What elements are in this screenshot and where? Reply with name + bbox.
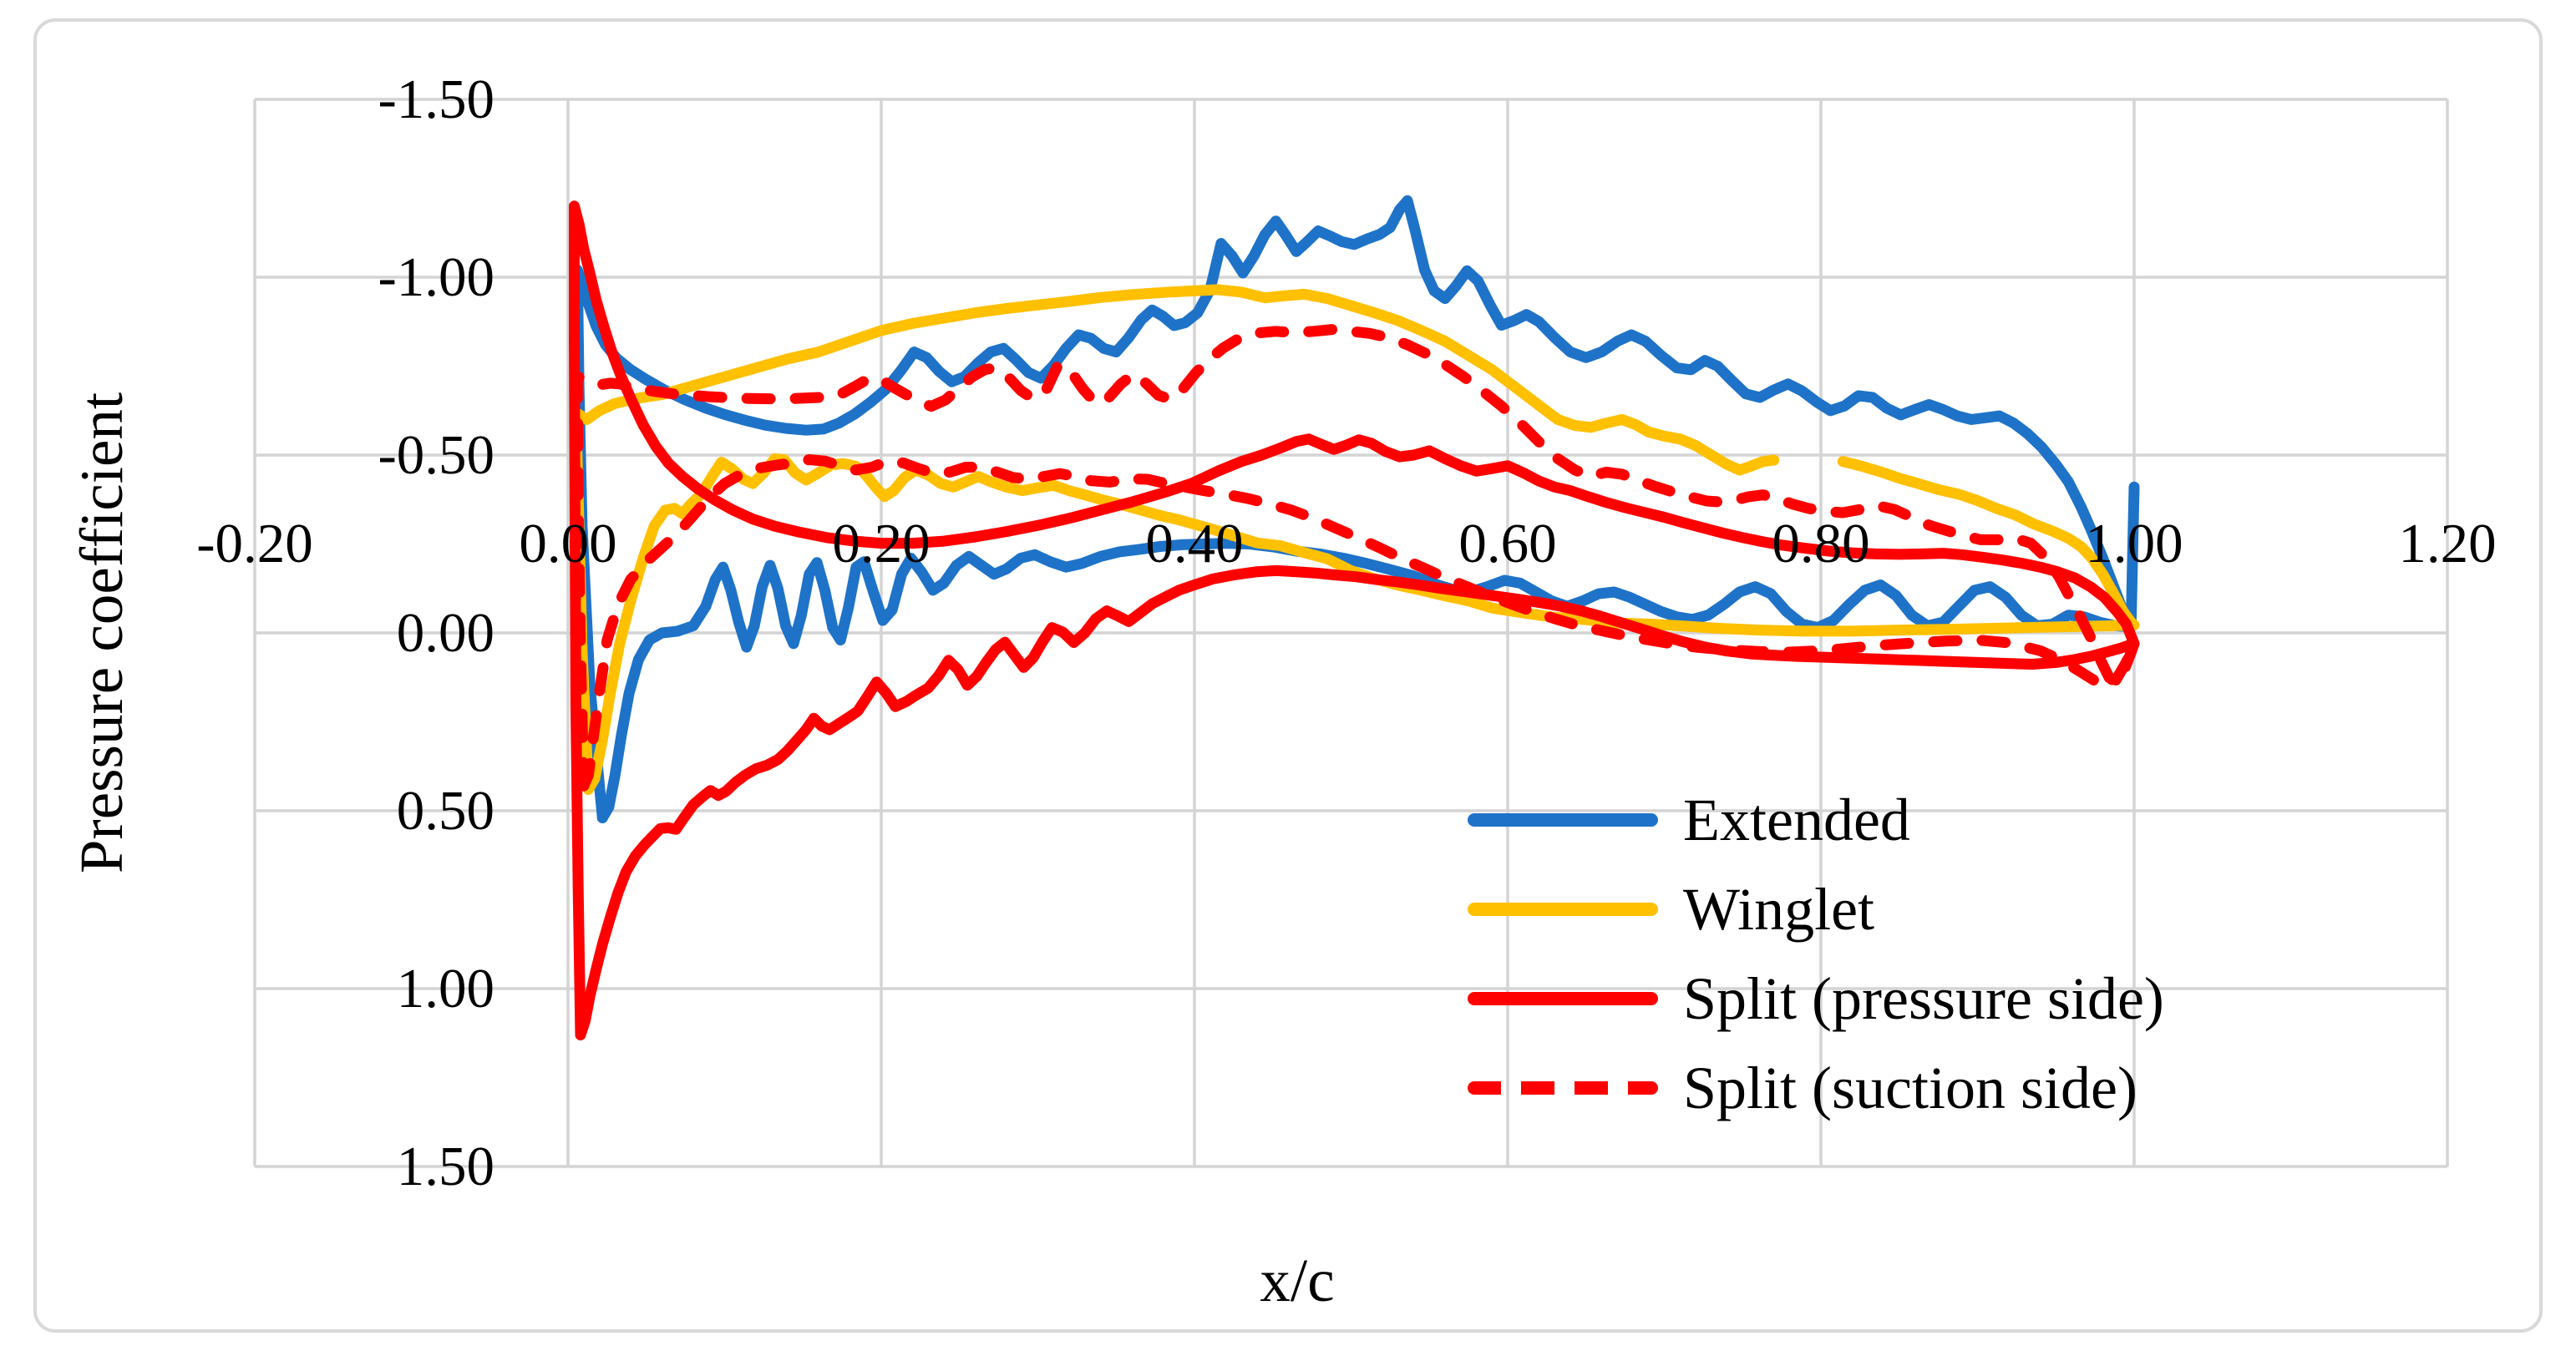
legend-item-split-suction: Split (suction side) <box>1468 1043 2164 1132</box>
x-tick-label: -0.20 <box>196 513 313 574</box>
legend: Extended Winglet Split (pressure side) S… <box>1468 775 2164 1132</box>
legend-swatch-split-suction-line-icon <box>1468 1080 1658 1095</box>
x-tick-label: 0.60 <box>1458 513 1557 574</box>
series-line-split-pressure-side <box>569 200 2140 1040</box>
y-tick-label: 1.00 <box>396 958 494 1020</box>
x-tick-label: 1.00 <box>2085 513 2183 574</box>
y-tick-label: 1.50 <box>396 1136 494 1197</box>
legend-label-winglet: Winglet <box>1683 875 1875 943</box>
y-tick-label: -1.00 <box>378 246 494 308</box>
x-tick-label: 0.20 <box>832 513 931 574</box>
chart-border <box>33 18 2543 1333</box>
legend-item-extended: Extended <box>1468 775 2164 864</box>
x-axis-title: x/c <box>1260 1247 1335 1314</box>
y-axis-title: Pressure coefficient <box>68 392 135 874</box>
x-tick-label: 1.20 <box>2398 513 2497 574</box>
series-line-split-suction-side <box>571 324 2140 792</box>
y-tick-label: 0.50 <box>396 780 494 842</box>
series-line-extended <box>596 538 2133 823</box>
y-tick-label: -1.50 <box>378 68 494 130</box>
x-tick-label: 0.00 <box>519 513 617 574</box>
legend-label-split-suction: Split (suction side) <box>1683 1054 2137 1121</box>
legend-swatch-extended-line-icon <box>1468 812 1658 827</box>
x-tick-label: 0.40 <box>1145 513 1244 574</box>
legend-swatch-winglet-line-icon <box>1468 902 1658 916</box>
legend-swatch-split-pressure-line-icon <box>1468 991 1658 1005</box>
x-tick-label: 0.80 <box>1772 513 1870 574</box>
series-line-extended <box>571 195 2140 823</box>
series-line-split-suction-side <box>578 454 2140 792</box>
series-line-winglet <box>1837 456 2140 631</box>
series-line-winglet <box>570 284 1780 795</box>
y-tick-label: -0.50 <box>378 424 494 486</box>
legend-label-split-pressure: Split (pressure side) <box>1683 964 2164 1032</box>
legend-label-extended: Extended <box>1683 786 1910 853</box>
legend-item-winglet: Winglet <box>1468 864 2164 954</box>
legend-item-split-pressure: Split (pressure side) <box>1468 954 2164 1043</box>
y-tick-label: 0.00 <box>396 602 494 664</box>
